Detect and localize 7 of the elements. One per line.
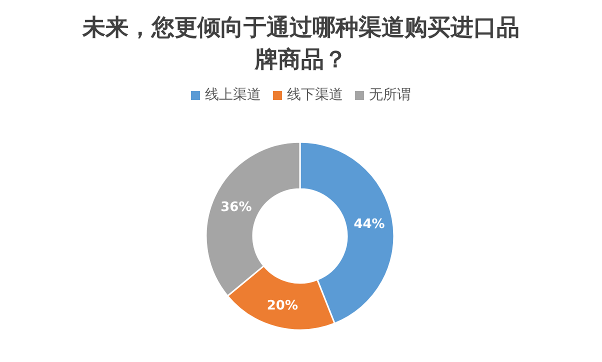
data-label: 44% (354, 216, 385, 232)
data-label: 20% (266, 298, 298, 314)
data-label: 36% (220, 200, 252, 215)
chart-title: 未来，您更倾向于通过哪种渠道购买进口品牌商品？ (81, 14, 520, 75)
legend-label: 无所谓 (369, 87, 411, 103)
legend-label: 线上渠道 (205, 87, 261, 103)
legend-label: 线下渠道 (287, 87, 343, 103)
